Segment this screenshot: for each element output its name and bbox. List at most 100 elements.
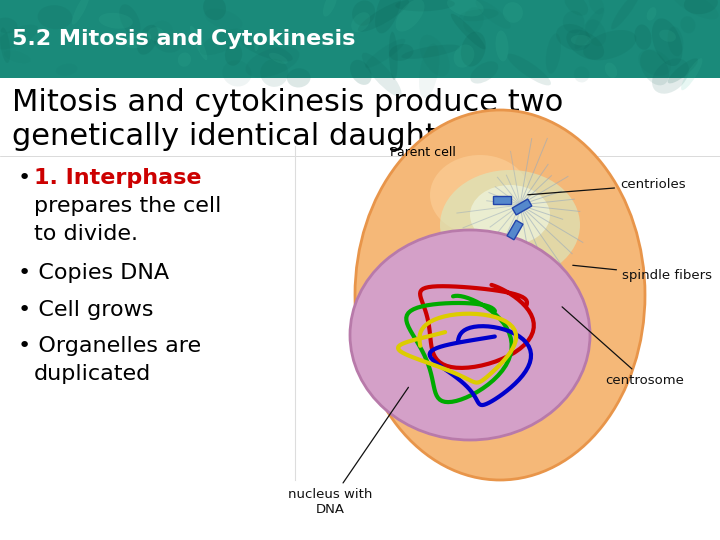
Ellipse shape bbox=[476, 0, 510, 29]
Text: centrosome: centrosome bbox=[562, 307, 684, 387]
Text: 5.2 Mitosis and Cytokinesis: 5.2 Mitosis and Cytokinesis bbox=[12, 29, 356, 49]
Ellipse shape bbox=[667, 58, 698, 83]
Ellipse shape bbox=[652, 18, 683, 66]
Ellipse shape bbox=[0, 18, 17, 33]
Ellipse shape bbox=[681, 58, 703, 90]
Ellipse shape bbox=[365, 39, 405, 68]
Ellipse shape bbox=[375, 0, 401, 33]
Ellipse shape bbox=[660, 30, 676, 42]
Ellipse shape bbox=[563, 11, 585, 33]
Ellipse shape bbox=[203, 0, 226, 20]
Text: prepares the cell: prepares the cell bbox=[34, 196, 221, 216]
Ellipse shape bbox=[589, 0, 604, 14]
Ellipse shape bbox=[350, 230, 590, 440]
Ellipse shape bbox=[269, 53, 288, 64]
Ellipse shape bbox=[684, 0, 718, 14]
Ellipse shape bbox=[564, 0, 588, 16]
Ellipse shape bbox=[638, 49, 671, 76]
Text: duplicated: duplicated bbox=[34, 364, 151, 384]
Ellipse shape bbox=[358, 0, 409, 32]
Ellipse shape bbox=[37, 5, 72, 29]
Ellipse shape bbox=[440, 170, 580, 280]
Ellipse shape bbox=[575, 8, 604, 49]
Ellipse shape bbox=[430, 155, 530, 235]
Ellipse shape bbox=[323, 0, 338, 17]
Ellipse shape bbox=[126, 32, 151, 48]
Text: nucleus with
DNA: nucleus with DNA bbox=[288, 387, 408, 516]
Text: genetically identical daughter cells.: genetically identical daughter cells. bbox=[12, 122, 556, 151]
Ellipse shape bbox=[470, 62, 498, 84]
Ellipse shape bbox=[451, 14, 485, 49]
Ellipse shape bbox=[463, 7, 484, 33]
Ellipse shape bbox=[546, 33, 561, 73]
Ellipse shape bbox=[241, 38, 293, 62]
Ellipse shape bbox=[148, 27, 164, 41]
Text: •: • bbox=[18, 168, 31, 188]
Ellipse shape bbox=[640, 50, 669, 85]
Ellipse shape bbox=[225, 43, 242, 66]
Ellipse shape bbox=[246, 46, 300, 77]
Ellipse shape bbox=[647, 7, 657, 21]
Ellipse shape bbox=[454, 44, 474, 68]
Text: spindle fibers: spindle fibers bbox=[573, 265, 712, 281]
Ellipse shape bbox=[0, 28, 10, 63]
Ellipse shape bbox=[287, 68, 310, 87]
Ellipse shape bbox=[154, 33, 181, 52]
Ellipse shape bbox=[395, 0, 455, 11]
Text: Parent cell: Parent cell bbox=[390, 146, 456, 159]
Ellipse shape bbox=[0, 25, 38, 50]
Text: Mitosis and cytokinesis produce two: Mitosis and cytokinesis produce two bbox=[12, 88, 563, 117]
Ellipse shape bbox=[72, 0, 90, 25]
Ellipse shape bbox=[131, 35, 150, 48]
Ellipse shape bbox=[99, 13, 132, 29]
Ellipse shape bbox=[402, 45, 460, 59]
Ellipse shape bbox=[254, 33, 259, 51]
Polygon shape bbox=[493, 196, 511, 204]
Bar bbox=[0, 0, 720, 78]
Ellipse shape bbox=[503, 2, 523, 23]
Ellipse shape bbox=[190, 25, 207, 60]
Ellipse shape bbox=[680, 16, 696, 33]
Ellipse shape bbox=[396, 0, 425, 31]
Ellipse shape bbox=[470, 185, 550, 245]
Ellipse shape bbox=[420, 35, 449, 76]
Ellipse shape bbox=[461, 32, 486, 66]
Ellipse shape bbox=[120, 4, 140, 36]
Ellipse shape bbox=[351, 12, 370, 32]
Ellipse shape bbox=[447, 0, 484, 16]
Ellipse shape bbox=[355, 110, 645, 480]
Ellipse shape bbox=[585, 19, 606, 46]
Ellipse shape bbox=[611, 0, 640, 29]
Ellipse shape bbox=[495, 30, 508, 62]
Ellipse shape bbox=[652, 58, 689, 93]
Ellipse shape bbox=[583, 30, 636, 60]
Ellipse shape bbox=[200, 29, 245, 55]
Ellipse shape bbox=[667, 26, 683, 56]
Ellipse shape bbox=[419, 44, 439, 98]
Ellipse shape bbox=[567, 30, 604, 60]
Ellipse shape bbox=[605, 63, 617, 78]
Ellipse shape bbox=[261, 59, 288, 87]
Text: • Cell grows: • Cell grows bbox=[18, 300, 153, 320]
Text: to divide.: to divide. bbox=[34, 224, 138, 244]
Text: centrioles: centrioles bbox=[528, 179, 685, 195]
Polygon shape bbox=[507, 220, 523, 240]
Text: 1. Interphase: 1. Interphase bbox=[34, 168, 202, 188]
Ellipse shape bbox=[634, 24, 652, 50]
Ellipse shape bbox=[178, 52, 191, 67]
Ellipse shape bbox=[362, 53, 402, 97]
Text: • Copies DNA: • Copies DNA bbox=[18, 263, 169, 283]
Ellipse shape bbox=[389, 44, 413, 61]
Polygon shape bbox=[512, 199, 532, 215]
Ellipse shape bbox=[350, 60, 372, 85]
Ellipse shape bbox=[671, 0, 719, 19]
Ellipse shape bbox=[459, 9, 498, 21]
Ellipse shape bbox=[352, 1, 375, 26]
Ellipse shape bbox=[137, 25, 158, 55]
Ellipse shape bbox=[222, 60, 251, 86]
Ellipse shape bbox=[574, 66, 590, 83]
Ellipse shape bbox=[571, 35, 591, 45]
Ellipse shape bbox=[389, 32, 397, 80]
Text: • Organelles are: • Organelles are bbox=[18, 336, 201, 356]
Ellipse shape bbox=[556, 24, 590, 51]
